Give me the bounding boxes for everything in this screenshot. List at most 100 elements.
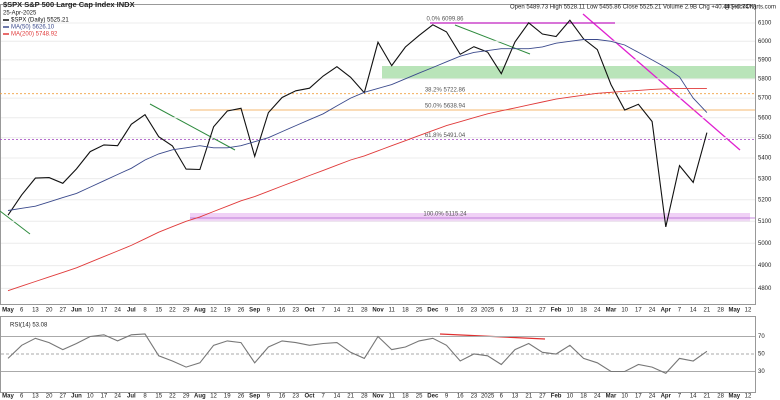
y-tick-label: 5700 bbox=[758, 96, 772, 102]
x-tick-label: 14 bbox=[690, 308, 697, 314]
y-tick-label: 5800 bbox=[758, 76, 772, 82]
x-tick-label: 13 bbox=[512, 394, 519, 400]
y-tick-label: 50 bbox=[758, 352, 765, 358]
x-tick-label: 9 bbox=[445, 394, 449, 400]
x-tick-label: 13 bbox=[32, 394, 39, 400]
x-tick-label: Jul bbox=[127, 308, 136, 314]
fib-label: 0.0% 6099.86 bbox=[426, 17, 464, 23]
x-tick-label: Sep bbox=[249, 394, 260, 400]
x-tick-label: 16 bbox=[457, 308, 464, 314]
x-tick-label: 21 bbox=[525, 308, 532, 314]
x-tick-label: 16 bbox=[457, 394, 464, 400]
x-tick-label: 11 bbox=[389, 308, 396, 314]
x-tick-label: 6 bbox=[20, 394, 24, 400]
series-line bbox=[7, 87, 707, 292]
x-tick-label: 21 bbox=[704, 308, 711, 314]
x-tick-label: 18 bbox=[402, 308, 409, 314]
x-tick-label: 11 bbox=[389, 394, 396, 400]
x-tick-label: 17 bbox=[635, 308, 642, 314]
series-line bbox=[7, 19, 708, 228]
x-tick-label: 25 bbox=[416, 308, 423, 314]
x-tick-label: 23 bbox=[292, 394, 299, 400]
y-tick-label: 5400 bbox=[758, 156, 772, 162]
x-tick-label: Dec bbox=[427, 394, 439, 400]
rsi-panel bbox=[0, 316, 756, 393]
x-tick-label: 6 bbox=[20, 308, 24, 314]
x-tick-label: 7 bbox=[322, 308, 326, 314]
watermark: @StockCharts.com bbox=[724, 5, 776, 11]
x-tick-label: Aug bbox=[194, 394, 206, 400]
x-tick-label: 14 bbox=[334, 308, 341, 314]
x-tick-label: 24 bbox=[649, 308, 656, 314]
x-tick-label: 28 bbox=[717, 394, 724, 400]
x-tick-label: 18 bbox=[402, 394, 409, 400]
x-tick-label: 19 bbox=[224, 308, 231, 314]
x-tick-label: Jul bbox=[127, 394, 136, 400]
x-tick-label: Feb bbox=[551, 394, 562, 400]
series-line bbox=[7, 39, 708, 211]
x-tick-label: 15 bbox=[155, 308, 162, 314]
x-tick-label: 8 bbox=[143, 394, 147, 400]
series-line bbox=[7, 333, 708, 374]
x-tick-label: 10 bbox=[567, 394, 574, 400]
x-tick-label: 21 bbox=[704, 394, 711, 400]
fib-label: 100.0% 5115.24 bbox=[423, 212, 467, 218]
x-tick-label: 13 bbox=[32, 308, 39, 314]
x-tick-label: 27 bbox=[59, 394, 66, 400]
x-tick-label: 9 bbox=[445, 308, 449, 314]
x-tick-label: 19 bbox=[224, 394, 231, 400]
x-tick-label: 28 bbox=[361, 308, 368, 314]
x-tick-label: 16 bbox=[279, 308, 286, 314]
y-tick-label: 4800 bbox=[758, 286, 772, 292]
ohlc-info: Open 5489.73 High 5528.11 Low 5455.86 Cl… bbox=[510, 5, 756, 11]
x-tick-label: 21 bbox=[347, 394, 354, 400]
x-tick-label: Mar bbox=[606, 308, 617, 314]
y-tick-label: 5900 bbox=[758, 57, 772, 63]
legend-label: MA(50) 5626.10 bbox=[11, 25, 55, 31]
fib-label: 61.8% 5491.04 bbox=[425, 133, 466, 139]
x-tick-label: 17 bbox=[635, 394, 642, 400]
x-tick-label: 27 bbox=[539, 394, 546, 400]
x-tick-label: 14 bbox=[334, 394, 341, 400]
x-tick-label: Jun bbox=[71, 394, 82, 400]
x-tick-label: May bbox=[728, 308, 740, 314]
x-tick-label: 23 bbox=[471, 308, 478, 314]
x-tick-label: 29 bbox=[183, 308, 190, 314]
x-tick-label: 15 bbox=[155, 394, 162, 400]
price-panel bbox=[0, 4, 756, 305]
x-tick-label: 10 bbox=[621, 394, 628, 400]
legend-label: MA(200) 5748.92 bbox=[11, 32, 58, 38]
x-tick-label: 24 bbox=[594, 308, 601, 314]
x-tick-label: 27 bbox=[539, 308, 546, 314]
x-tick-label: 12 bbox=[210, 394, 217, 400]
x-tick-label: Oct bbox=[304, 308, 314, 314]
y-tick-label: 6000 bbox=[758, 39, 772, 45]
y-tick-label: 5200 bbox=[758, 197, 772, 203]
x-tick-label: Mar bbox=[606, 394, 617, 400]
x-tick-label: 24 bbox=[594, 394, 601, 400]
x-tick-label: 23 bbox=[292, 308, 299, 314]
y-tick-label: 5000 bbox=[758, 241, 772, 247]
x-tick-label: Apr bbox=[661, 308, 672, 314]
x-tick-label: 20 bbox=[46, 308, 53, 314]
x-tick-label: 24 bbox=[114, 308, 121, 314]
x-tick-label: 26 bbox=[238, 394, 245, 400]
x-tick-label: Jun bbox=[71, 308, 82, 314]
x-tick-label: 25 bbox=[416, 394, 423, 400]
fib-label: 38.2% 5722.86 bbox=[425, 87, 466, 93]
x-tick-label: 7 bbox=[322, 394, 326, 400]
trend-line bbox=[582, 13, 741, 151]
x-tick-label: 7 bbox=[678, 394, 682, 400]
x-tick-label: 14 bbox=[690, 394, 697, 400]
x-tick-label: 10 bbox=[621, 308, 628, 314]
support-zone bbox=[382, 66, 755, 79]
x-tick-label: 24 bbox=[649, 394, 656, 400]
x-tick-label: 22 bbox=[169, 394, 176, 400]
x-tick-label: 10 bbox=[87, 394, 94, 400]
x-tick-label: Apr bbox=[661, 394, 672, 400]
y-tick-label: 5600 bbox=[758, 115, 772, 121]
x-tick-label: 21 bbox=[347, 308, 354, 314]
x-tick-label: 10 bbox=[567, 308, 574, 314]
x-tick-label: Feb bbox=[551, 308, 562, 314]
